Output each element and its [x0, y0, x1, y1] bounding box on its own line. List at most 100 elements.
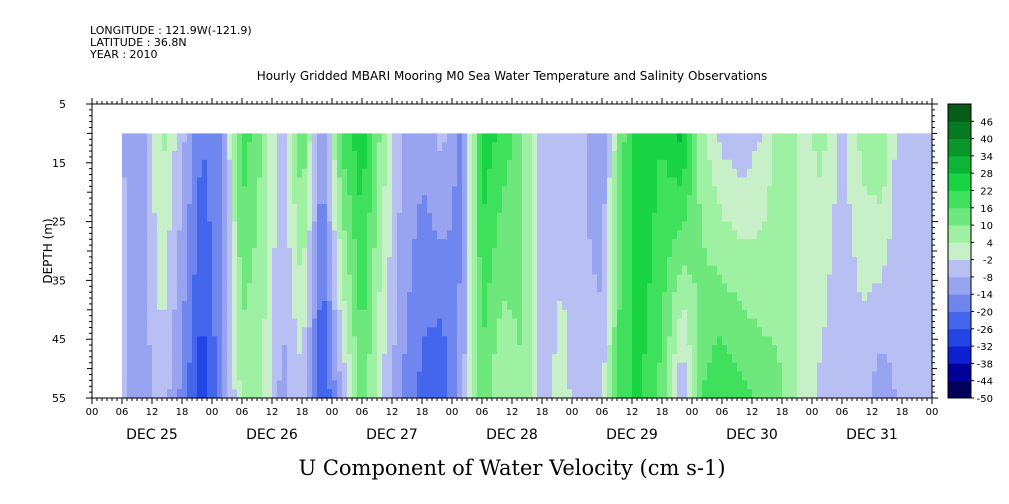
heat-cell: [877, 203, 883, 214]
heat-cell: [812, 221, 818, 232]
heat-cell: [812, 203, 818, 214]
heat-cell: [632, 345, 638, 355]
heat-cell: [802, 353, 808, 364]
heat-cell: [802, 248, 808, 258]
heat-cell: [132, 389, 138, 399]
heat-cell: [852, 186, 858, 196]
heat-cell: [172, 195, 178, 205]
heat-cell: [542, 168, 548, 179]
heat-cell: [697, 221, 703, 232]
heat-cell: [527, 265, 533, 276]
heat-cell: [692, 265, 698, 276]
heat-cell: [762, 151, 768, 161]
heat-cell: [472, 177, 478, 187]
heat-cell: [892, 142, 898, 152]
heat-cell: [617, 212, 623, 223]
heat-cell: [687, 186, 693, 196]
heat-cell: [167, 151, 173, 161]
heat-cell: [187, 195, 193, 205]
heat-cell: [257, 300, 263, 311]
heat-cell: [412, 318, 418, 329]
heat-cell: [867, 230, 873, 240]
heat-cell: [667, 371, 673, 381]
heat-cell: [472, 239, 478, 249]
heat-cell: [377, 300, 383, 311]
heat-cell: [687, 309, 693, 320]
heat-cell: [337, 133, 343, 143]
heat-cell: [462, 292, 468, 302]
heat-cell: [427, 283, 433, 293]
heat-cell: [237, 362, 243, 373]
heat-cell: [807, 203, 813, 214]
heat-cell: [827, 265, 833, 276]
heat-cell: [387, 371, 393, 381]
heat-cell: [487, 151, 493, 161]
heat-cell: [197, 151, 203, 161]
heat-cell: [582, 318, 588, 329]
heat-cell: [272, 203, 278, 214]
heat-cell: [912, 186, 918, 196]
heat-cell: [907, 195, 913, 205]
heat-cell: [207, 221, 213, 232]
heat-cell: [162, 274, 168, 284]
heat-cell: [302, 221, 308, 232]
heat-cell: [857, 336, 863, 346]
heat-cell: [532, 336, 538, 346]
heat-cell: [497, 283, 503, 293]
heat-cell: [197, 300, 203, 311]
heat-cell: [297, 318, 303, 329]
heat-cell: [867, 318, 873, 329]
heat-cell: [192, 389, 198, 399]
heat-cell: [747, 336, 753, 346]
heat-cell: [592, 371, 598, 381]
heat-cell: [537, 151, 543, 161]
heat-cell: [757, 248, 763, 258]
heat-cell: [247, 371, 253, 381]
heat-cell: [402, 239, 408, 249]
heat-cell: [512, 309, 518, 320]
heat-cell: [302, 256, 308, 267]
heat-cell: [217, 309, 223, 320]
heat-cell: [747, 221, 753, 232]
heat-cell: [817, 309, 823, 320]
heat-cell: [422, 159, 428, 170]
heat-cell: [312, 283, 318, 293]
heat-cell: [852, 239, 858, 249]
heat-cell: [612, 283, 618, 293]
heat-cell: [377, 203, 383, 214]
heat-cell: [137, 327, 143, 337]
heat-cell: [222, 248, 228, 258]
heat-cell: [397, 327, 403, 337]
heat-cell: [432, 142, 438, 152]
heat-cell: [682, 221, 688, 232]
heat-cell: [677, 186, 683, 196]
heat-cell: [442, 195, 448, 205]
heat-cell: [912, 248, 918, 258]
heat-cell: [917, 142, 923, 152]
heat-cell: [707, 380, 713, 390]
heat-cell: [707, 212, 713, 223]
heat-cell: [367, 159, 373, 170]
heat-cell: [552, 380, 558, 390]
heat-cell: [907, 159, 913, 170]
heat-cell: [267, 345, 273, 355]
heat-cell: [542, 274, 548, 284]
heat-cell: [477, 283, 483, 293]
heat-cell: [362, 389, 368, 399]
heat-cell: [357, 212, 363, 223]
heat-cell: [547, 327, 553, 337]
heat-cell: [662, 309, 668, 320]
heat-cell: [902, 230, 908, 240]
heat-cell: [162, 292, 168, 302]
heat-cell: [387, 212, 393, 223]
heat-cell: [727, 292, 733, 302]
heat-cell: [152, 309, 158, 320]
heat-cell: [277, 230, 283, 240]
heat-cell: [717, 212, 723, 223]
heat-cell: [517, 300, 523, 311]
heat-cell: [667, 327, 673, 337]
heat-cell: [482, 274, 488, 284]
heat-cell: [577, 151, 583, 161]
heat-cell: [122, 239, 128, 249]
heat-cell: [927, 133, 933, 143]
